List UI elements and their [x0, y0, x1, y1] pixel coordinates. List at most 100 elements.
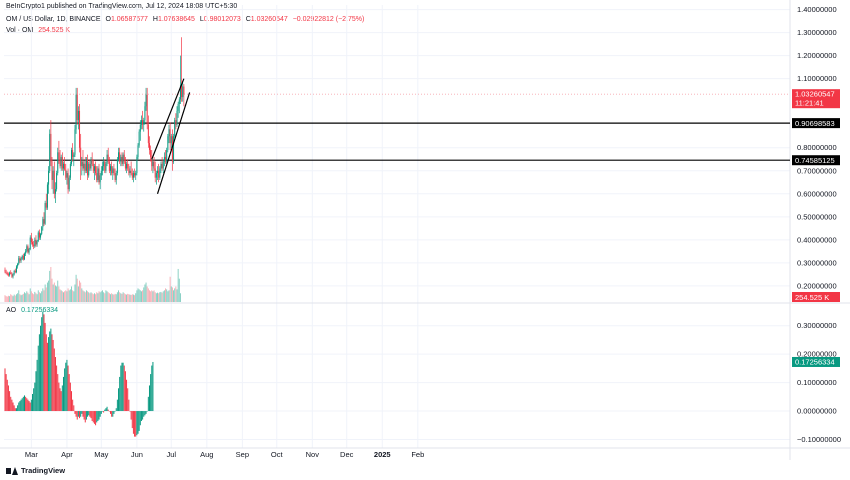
volume-bar: [113, 294, 115, 302]
ao-label: AO: [6, 307, 17, 314]
candle: [91, 152, 93, 167]
volume-bar: [95, 294, 97, 302]
volume-bar: [175, 286, 177, 302]
ao-bar: [128, 399, 130, 412]
candle-body: [158, 170, 160, 178]
ao-bar: [18, 402, 20, 412]
candle: [115, 170, 117, 185]
candle: [32, 238, 34, 247]
candle-body: [140, 120, 142, 125]
candle: [83, 159, 85, 176]
candle: [43, 212, 45, 227]
candle-body: [9, 272, 11, 276]
volume-bar: [13, 294, 15, 302]
volume-bar: [18, 290, 20, 302]
candle: [27, 244, 29, 254]
candle-body: [146, 94, 148, 125]
volume-bar: [22, 293, 24, 302]
ao-bar: [14, 408, 16, 412]
candle-body: [10, 272, 12, 274]
volume-bar: [49, 270, 51, 302]
candle: [176, 106, 178, 128]
candle: [13, 269, 15, 276]
ao-bar: [40, 325, 42, 412]
volume-bar: [33, 294, 35, 302]
ao-bar: [116, 399, 118, 412]
candle: [21, 254, 23, 261]
ao-bar: [64, 368, 66, 412]
volume-bar: [176, 289, 178, 302]
candle-body: [116, 159, 118, 174]
candle: [167, 133, 169, 153]
volume-bar: [103, 292, 105, 302]
candle-body: [62, 163, 64, 169]
ao-bar: [72, 399, 74, 412]
volume-bar: [75, 274, 77, 302]
volume-bar: [46, 282, 48, 302]
candle: [101, 161, 103, 176]
candle: [54, 182, 56, 203]
ao-bar: [151, 365, 153, 412]
volume-bar: [104, 293, 106, 302]
candle: [178, 97, 180, 114]
low-label: L: [199, 16, 204, 23]
ao-bar: [7, 385, 9, 412]
candle-body: [92, 163, 94, 171]
volume-bar: [66, 291, 68, 302]
volume-bar: [168, 290, 170, 302]
candle-body: [113, 168, 115, 174]
ao-bar: [124, 371, 126, 412]
candle-body: [12, 274, 14, 277]
ao-tick-label: 0.10000000: [797, 378, 837, 387]
candle: [116, 156, 118, 176]
candle: [92, 159, 94, 174]
candle-body: [138, 131, 140, 146]
price-tick-label: 0.20000000: [797, 281, 837, 290]
candle-body: [136, 156, 138, 174]
volume-bar: [178, 278, 180, 302]
candle-body: [153, 161, 155, 169]
ao-bar: [56, 365, 58, 412]
candle-body: [109, 166, 111, 171]
candle: [10, 270, 12, 275]
candle-body: [150, 150, 152, 157]
candle: [181, 37, 183, 102]
volume-bar: [165, 288, 166, 302]
candle: [183, 84, 185, 107]
candle-body: [36, 240, 38, 245]
candle: [73, 152, 75, 167]
volume-bar: [73, 291, 75, 302]
ao-bar: [23, 395, 25, 412]
volume-bar: [16, 294, 17, 302]
candle-body: [7, 274, 9, 276]
ao-bar: [6, 379, 8, 412]
ao-tag-bg: [792, 356, 840, 367]
volume-bar: [90, 292, 92, 302]
candle-body: [169, 129, 171, 144]
candle-body: [53, 170, 55, 194]
ao-bar: [143, 411, 145, 417]
volume-bar: [171, 287, 173, 302]
candle-body: [76, 94, 78, 121]
ao-bar: [33, 388, 35, 412]
volume-bar: [44, 284, 46, 302]
time-tick-label: Sep: [236, 450, 249, 459]
candle-body: [108, 161, 110, 171]
candle: [118, 147, 120, 162]
volume-bar: [45, 287, 47, 302]
volume-bar: [97, 293, 99, 302]
volume-bar: [110, 294, 111, 302]
volume-bar: [150, 291, 152, 302]
candle: [153, 156, 155, 171]
ao-tick-label: 0.30000000: [797, 321, 837, 330]
candle-body: [112, 168, 114, 174]
volume-bar: [59, 289, 61, 302]
candle-body: [23, 253, 25, 260]
ao-bar: [146, 411, 148, 412]
level-price-tag-bg: [792, 155, 840, 166]
volume-bar: [136, 290, 138, 302]
candle-body: [96, 173, 98, 180]
candle-body: [49, 133, 51, 171]
candle: [100, 166, 102, 180]
